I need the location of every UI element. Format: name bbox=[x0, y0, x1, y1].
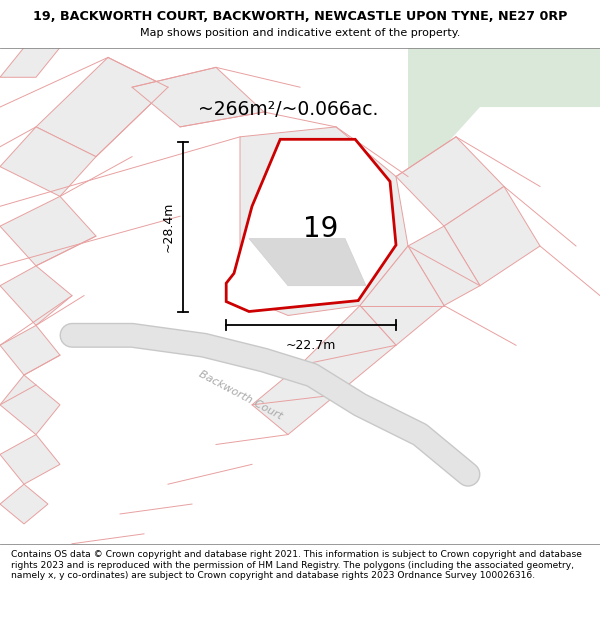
Polygon shape bbox=[226, 139, 396, 311]
Text: ~266m²/~0.066ac.: ~266m²/~0.066ac. bbox=[198, 100, 379, 119]
Polygon shape bbox=[0, 266, 72, 326]
Text: Map shows position and indicative extent of the property.: Map shows position and indicative extent… bbox=[140, 28, 460, 38]
Polygon shape bbox=[444, 186, 540, 286]
Polygon shape bbox=[408, 48, 600, 186]
Text: 19, BACKWORTH COURT, BACKWORTH, NEWCASTLE UPON TYNE, NE27 0RP: 19, BACKWORTH COURT, BACKWORTH, NEWCASTL… bbox=[33, 11, 567, 24]
Polygon shape bbox=[408, 226, 480, 306]
Text: Backworth Court: Backworth Court bbox=[197, 369, 283, 421]
Text: ~22.7m: ~22.7m bbox=[286, 339, 336, 352]
Polygon shape bbox=[300, 306, 396, 395]
Polygon shape bbox=[0, 484, 48, 524]
Polygon shape bbox=[360, 246, 444, 345]
Polygon shape bbox=[240, 127, 408, 316]
Text: 19: 19 bbox=[304, 214, 338, 243]
Polygon shape bbox=[0, 196, 96, 266]
Polygon shape bbox=[0, 434, 60, 484]
Text: ~28.4m: ~28.4m bbox=[161, 201, 175, 252]
Polygon shape bbox=[0, 127, 96, 196]
Polygon shape bbox=[396, 137, 504, 226]
Polygon shape bbox=[0, 48, 60, 78]
Polygon shape bbox=[132, 68, 264, 127]
Polygon shape bbox=[0, 326, 60, 375]
Polygon shape bbox=[249, 239, 366, 286]
Polygon shape bbox=[0, 375, 60, 434]
Polygon shape bbox=[36, 58, 168, 157]
Text: Contains OS data © Crown copyright and database right 2021. This information is : Contains OS data © Crown copyright and d… bbox=[11, 550, 581, 580]
Polygon shape bbox=[252, 365, 336, 434]
